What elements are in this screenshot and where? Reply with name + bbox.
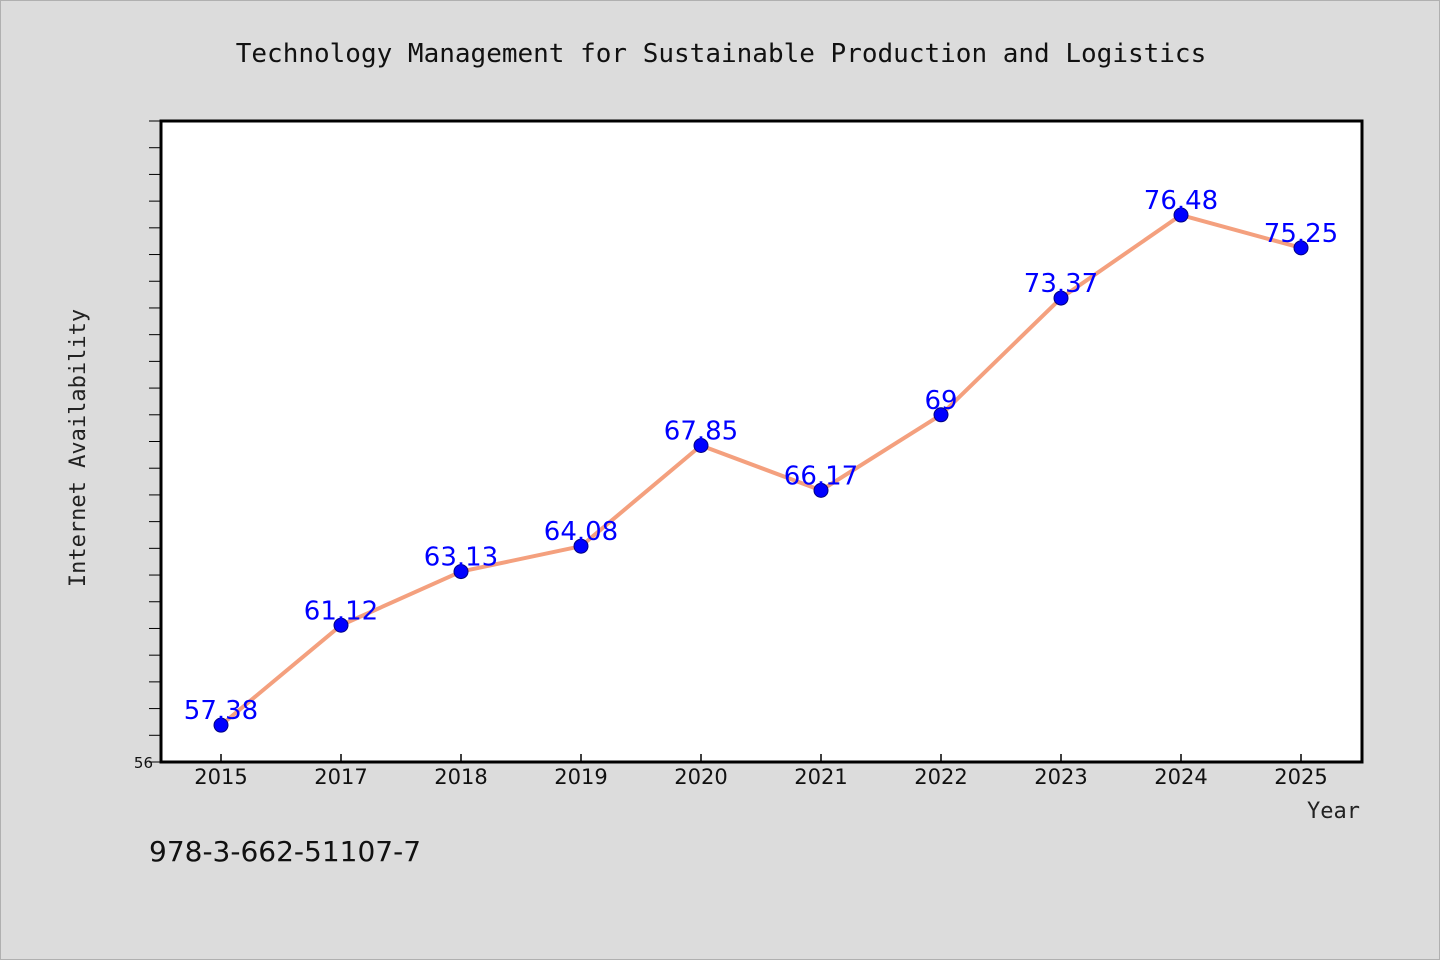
y-axis-min-label: 56 bbox=[134, 754, 153, 772]
x-tick-label: 2025 bbox=[1274, 765, 1327, 789]
x-tick-label: 2022 bbox=[914, 765, 967, 789]
y-axis-title: Internet Availability bbox=[66, 309, 91, 587]
x-tick-label: 2023 bbox=[1034, 765, 1087, 789]
data-markers bbox=[213, 207, 1309, 733]
chart-title: Technology Management for Sustainable Pr… bbox=[236, 39, 1207, 69]
data-point-marker bbox=[333, 617, 349, 633]
x-tick-label: 2021 bbox=[794, 765, 847, 789]
data-point-marker bbox=[213, 717, 229, 733]
data-point-label: 67.85 bbox=[664, 417, 738, 447]
data-point-marker bbox=[453, 564, 469, 580]
data-point-marker bbox=[1053, 290, 1069, 306]
data-point-marker bbox=[573, 538, 589, 554]
x-tick-label: 2019 bbox=[554, 765, 607, 789]
x-axis-title: Year bbox=[1307, 799, 1360, 824]
x-tick-label: 2020 bbox=[674, 765, 727, 789]
data-point-marker bbox=[933, 407, 949, 423]
x-tick-label: 2024 bbox=[1154, 765, 1207, 789]
data-point-marker bbox=[813, 482, 829, 498]
x-tick-label: 2015 bbox=[194, 765, 247, 789]
data-point-label: 61.12 bbox=[304, 596, 378, 626]
data-point-label: 73.37 bbox=[1024, 269, 1098, 299]
data-point-marker bbox=[1173, 207, 1189, 223]
data-point-label: 75.25 bbox=[1264, 219, 1338, 249]
data-point-label: 69 bbox=[924, 386, 957, 416]
data-point-label: 64.08 bbox=[544, 517, 618, 547]
y-axis-ticks bbox=[149, 120, 161, 763]
data-point-marker bbox=[1293, 240, 1309, 256]
x-tick-label: 2017 bbox=[314, 765, 367, 789]
data-point-marker bbox=[693, 438, 709, 454]
isbn-footer: 978-3-662-51107-7 bbox=[149, 835, 422, 868]
x-tick-label: 2018 bbox=[434, 765, 487, 789]
series-line bbox=[219, 213, 1302, 727]
x-axis-ticks bbox=[220, 754, 1302, 762]
data-point-label: 57.38 bbox=[184, 696, 258, 726]
data-point-label: 66.17 bbox=[784, 461, 858, 491]
data-labels: 57.38 61.12 63.13 64.08 67.85 66.17 69 73.37 76.… bbox=[184, 186, 1338, 726]
data-point-label: 63.13 bbox=[424, 543, 498, 573]
data-point-label: 76.48 bbox=[1144, 186, 1218, 216]
x-axis-labels: 2015 2017 2018 2019 2020 2021 2022 2023 2024 2025 bbox=[194, 765, 1327, 789]
